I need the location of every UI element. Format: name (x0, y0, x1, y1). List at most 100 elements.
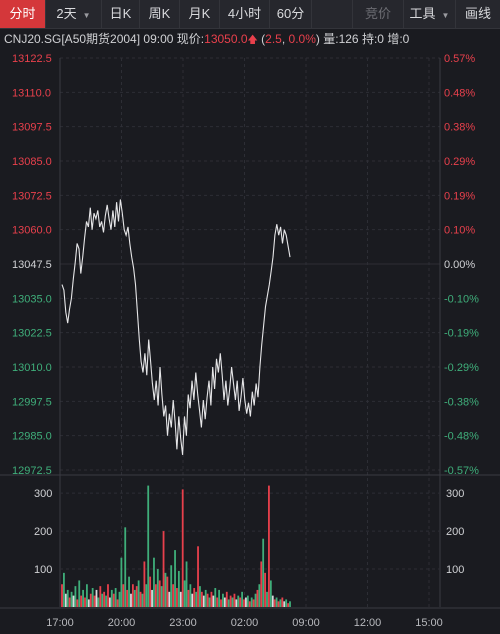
volume-bar (160, 586, 163, 607)
volume-bar (64, 593, 67, 607)
volume-bar (99, 586, 102, 607)
volume-bar (168, 591, 171, 607)
volume-bar (128, 576, 130, 607)
percent-tick-label: 0.00% (444, 259, 475, 271)
volume-bar (170, 565, 173, 607)
period-toolbar: 分时 2天 ▼ 日K 周K 月K 4小时 60分 竞价 工具 ▼ 画线 (0, 0, 500, 29)
percent-tick-label: -0.57% (444, 465, 479, 477)
price-line (61, 199, 291, 455)
increase-label: 增: (387, 32, 403, 46)
volume-bar (254, 593, 257, 607)
price-tick-label: 12972.5 (12, 465, 52, 477)
volume-bar (139, 591, 142, 607)
volume-bar (210, 591, 213, 607)
volume-bar (248, 601, 251, 607)
volume-bar (279, 599, 282, 607)
volume-bar (266, 591, 268, 607)
time-axis: 17:00 20:00 23:00 02:00 09:00 12:00 15:00 (46, 617, 443, 629)
volume-bar (122, 584, 125, 607)
tab-60min[interactable]: 60分 (270, 0, 312, 28)
time-tick-label: 12:00 (354, 617, 382, 629)
bid-button[interactable]: 竞价 (352, 0, 404, 28)
tab-intraday[interactable]: 分时 (0, 0, 46, 28)
volume-bar (181, 489, 184, 607)
volume-bar (158, 580, 161, 607)
tab-weekly-k[interactable]: 周K (140, 0, 180, 28)
volume-bar (273, 599, 276, 607)
volume-bar (208, 597, 211, 607)
price-tick-label: 13035.0 (12, 293, 52, 305)
volume-bar (245, 597, 247, 607)
volume-bar (124, 527, 127, 607)
price-label: 现价: (176, 32, 205, 46)
percent-tick-label: -0.19% (444, 328, 479, 340)
volume-bar (193, 588, 196, 607)
arrow-up-icon: 🡅 (247, 35, 258, 46)
volume-bar (289, 601, 291, 607)
volume-bar (105, 595, 107, 607)
volume-bar (154, 584, 157, 607)
volume-bar (187, 589, 190, 607)
volume-bar (145, 584, 148, 607)
volume-bar (120, 557, 123, 607)
volume-bar (260, 561, 263, 607)
volume-bar (202, 595, 205, 607)
volume-bar (118, 591, 121, 607)
volume-bar (197, 546, 199, 607)
volume-bar (63, 572, 65, 607)
price-change-pct: 0.0% (288, 32, 316, 46)
volume-bar (277, 601, 280, 607)
volume-bar (206, 593, 209, 607)
volume-bar (143, 561, 146, 607)
volume-bar (235, 599, 238, 607)
volume-tick-label: 300 (34, 488, 52, 500)
time-tick-label: 23:00 (169, 617, 197, 629)
tab-4hour[interactable]: 4小时 (220, 0, 270, 28)
volume-bar (166, 576, 169, 607)
change-sep: , (281, 32, 289, 46)
price-tick-label: 13122.5 (12, 53, 52, 65)
price-tick-label: 13110.0 (12, 87, 51, 99)
volume-tick-label: 100 (34, 564, 52, 576)
volume-bar (174, 550, 176, 607)
percent-tick-label: -0.10% (444, 293, 479, 305)
toolbar-spacer (312, 0, 352, 28)
quote-info-bar: CNJ20.SG[A50期货2004] 09:00 现价:13050.0🡅 (2… (0, 29, 500, 49)
hold-value: 0 (377, 32, 384, 46)
volume-bar (285, 599, 288, 607)
volume-bar (89, 593, 92, 607)
volume-bar (91, 588, 94, 607)
price-tick-label: 13010.0 (12, 362, 52, 374)
volume-tick-label: 200 (446, 526, 464, 538)
volume-bar (218, 589, 221, 607)
chevron-down-icon: ▼ (82, 11, 91, 20)
volume-bar (103, 591, 106, 607)
volume-bar (237, 595, 240, 607)
volume-bar (93, 595, 96, 607)
volume-bar (68, 597, 71, 607)
volume-bar (131, 584, 134, 607)
tab-2day[interactable]: 2天 ▼ (46, 0, 102, 28)
volume-bar (116, 599, 119, 607)
time-tick-label: 17:00 (46, 617, 74, 629)
volume-bar (156, 569, 159, 607)
tools-button[interactable]: 工具 ▼ (404, 0, 456, 28)
volume-bar (195, 591, 198, 607)
volume-bar (101, 593, 104, 607)
volume-bar (250, 597, 253, 607)
volume-bar (200, 591, 203, 607)
tab-monthly-k[interactable]: 月K (180, 0, 220, 28)
volume-bar (233, 593, 236, 607)
volume-bar (95, 589, 98, 607)
tab-daily-k[interactable]: 日K (102, 0, 140, 28)
percent-axis-right: 0.57% 0.48% 0.38% 0.29% 0.19% 0.10% 0.00% -0.10… (444, 53, 479, 477)
volume-bar (80, 595, 83, 607)
draw-line-button[interactable]: 画线 (464, 6, 491, 21)
price-axis-left: 13122.5 13110.0 13097.5 13085.0 13072.5 13060… (12, 53, 52, 477)
volume-bar (281, 597, 284, 607)
volume-bar (216, 597, 219, 607)
price-tick-label: 13097.5 (12, 122, 52, 134)
volume-bar (231, 597, 234, 607)
volume-bar (214, 588, 217, 607)
